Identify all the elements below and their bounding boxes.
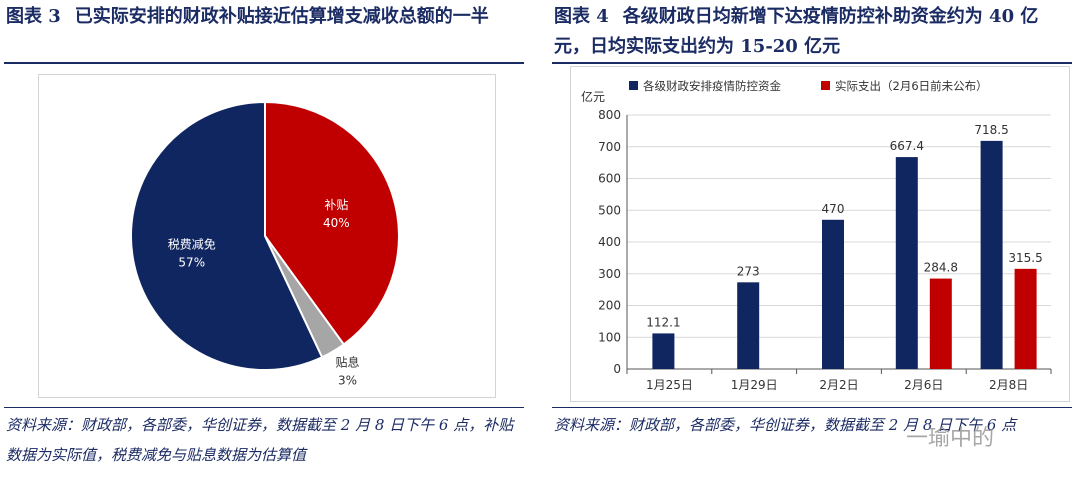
- pie-slice-value-label: 57%: [178, 255, 205, 269]
- pie-slice: [264, 100, 400, 346]
- legend-label: 各级财政安排疫情防控资金: [643, 79, 781, 93]
- x-tick-label: 2月6日: [904, 378, 943, 392]
- legend-swatch: [821, 81, 830, 90]
- legend-label: 实际支出（2月6日前未公布）: [835, 79, 988, 93]
- y-tick-label: 0: [613, 362, 621, 376]
- bar: [652, 333, 675, 369]
- right-source-rule: [552, 407, 1072, 408]
- y-tick-label: 800: [598, 108, 621, 122]
- x-tick-label: 1月25日: [646, 378, 693, 392]
- left-figure-panel: 图表 3 已实际安排的财政补贴接近估算增支减收总额的一半 补贴 40% 贴息 3% 税费减…: [0, 0, 532, 482]
- legend-swatch: [629, 81, 638, 90]
- pie-slice-label: 补贴: [324, 198, 348, 212]
- pie-slice-value-label: 40%: [323, 216, 350, 230]
- left-figure-source: 资料来源：财政部，各部委，华创证券，数据截至 2 月 8 日下午 6 点，补贴数…: [6, 416, 514, 464]
- left-figure-title-text: 已实际安排的财政补贴接近估算增支减收总额的一半: [74, 6, 489, 27]
- bar-chart: 亿元 0 100 200 300 400 500 600 700 800 各级财政安排疫情防控资金 实…: [581, 79, 1052, 392]
- left-source-rule: [4, 407, 524, 408]
- right-figure-title-text: 各级财政日均新增下达疫情防控补助资金约为 40 亿元，日均实际支出约为 15-2…: [554, 6, 1039, 57]
- bar-value-label: 112.1: [646, 315, 680, 329]
- y-axis-unit: 亿元: [581, 89, 605, 104]
- right-title-rule: [552, 62, 1072, 64]
- bar-value-label: 273: [737, 264, 760, 278]
- x-tick-label: 1月29日: [731, 378, 778, 392]
- right-figure-source: 资料来源：财政部，各部委，华创证券，数据截至 2 月 8 日下午 6 点: [554, 416, 1017, 434]
- left-title-rule: [4, 62, 524, 64]
- bar: [980, 140, 1003, 369]
- left-figure-title: 图表 3 已实际安排的财政补贴接近估算增支减收总额的一半: [6, 2, 526, 32]
- watermark-text: 一瑜中的: [906, 426, 995, 451]
- bar: [895, 157, 918, 369]
- bar-value-label: 667.4: [890, 139, 924, 153]
- right-figure-title: 图表 4 各级财政日均新增下达疫情防控补助资金约为 40 亿元，日均实际支出约为 …: [554, 2, 1074, 62]
- y-tick-label: 500: [598, 203, 621, 217]
- bar-value-label: 315.5: [1008, 251, 1042, 265]
- pie-slice: [130, 100, 324, 371]
- y-tick-label: 100: [598, 330, 621, 344]
- bar-value-label: 718.5: [974, 123, 1008, 137]
- pie-chart: 补贴 40% 贴息 3% 税费减免 57%: [130, 100, 400, 387]
- bar-value-label: 470: [822, 202, 845, 216]
- pie-slice-label: 贴息: [335, 354, 359, 369]
- bar: [737, 282, 760, 369]
- y-tick-label: 200: [598, 299, 621, 313]
- y-tick-label: 400: [598, 235, 621, 249]
- bar-value-label: 284.8: [924, 261, 958, 275]
- bar: [929, 278, 952, 369]
- bar: [822, 219, 844, 369]
- pie-slice-value-label: 3%: [338, 373, 357, 387]
- x-tick-label: 2月8日: [989, 378, 1028, 392]
- right-figure-panel: 图表 4 各级财政日均新增下达疫情防控补助资金约为 40 亿元，日均实际支出约为 …: [548, 0, 1080, 482]
- left-figure-number: 图表 3: [6, 6, 61, 27]
- pie-slice-label: 税费减免: [168, 236, 216, 251]
- y-tick-label: 700: [598, 140, 621, 154]
- y-tick-label: 300: [598, 267, 621, 281]
- x-tick-label: 2月2日: [819, 378, 858, 392]
- bar: [1014, 268, 1037, 369]
- bar-chart-frame: 亿元 0 100 200 300 400 500 600 700 800 各级财政安排疫情防控资金 实…: [570, 66, 1070, 402]
- pie-chart-frame: 补贴 40% 贴息 3% 税费减免 57%: [38, 74, 496, 398]
- right-figure-number: 图表 4: [554, 6, 609, 27]
- y-tick-label: 600: [598, 172, 621, 186]
